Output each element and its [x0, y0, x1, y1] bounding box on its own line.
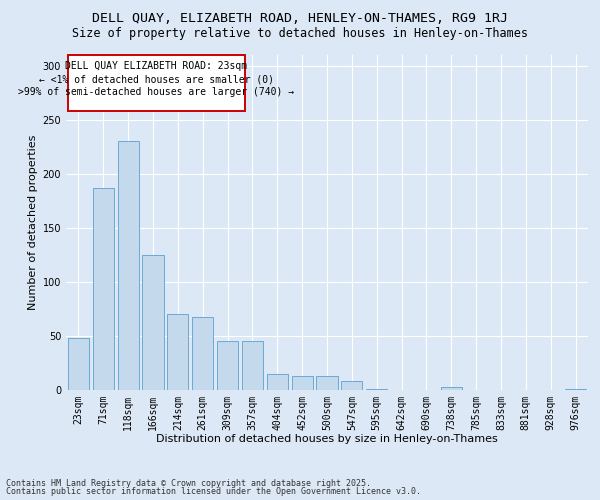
Text: Size of property relative to detached houses in Henley-on-Thames: Size of property relative to detached ho… — [72, 28, 528, 40]
Bar — [441, 387, 462, 390]
Text: DELL QUAY, ELIZABETH ROAD, HENLEY-ON-THAMES, RG9 1RJ: DELL QUAY, ELIZABETH ROAD, HENLEY-ON-THA… — [92, 12, 508, 26]
X-axis label: Distribution of detached houses by size in Henley-on-Thames: Distribution of detached houses by size … — [156, 434, 498, 444]
Bar — [267, 374, 288, 390]
Text: DELL QUAY ELIZABETH ROAD: 23sqm: DELL QUAY ELIZABETH ROAD: 23sqm — [65, 62, 248, 72]
Bar — [292, 376, 313, 390]
Bar — [93, 188, 114, 390]
Text: ← <1% of detached houses are smaller (0): ← <1% of detached houses are smaller (0) — [39, 74, 274, 85]
Bar — [142, 255, 164, 390]
Bar — [316, 376, 338, 390]
Bar — [341, 382, 362, 390]
Bar — [167, 314, 188, 390]
Bar — [118, 142, 139, 390]
FancyBboxPatch shape — [68, 55, 245, 111]
Bar — [242, 342, 263, 390]
Text: Contains HM Land Registry data © Crown copyright and database right 2025.: Contains HM Land Registry data © Crown c… — [6, 478, 371, 488]
Bar — [366, 389, 387, 390]
Bar — [565, 389, 586, 390]
Bar — [192, 316, 213, 390]
Bar — [68, 338, 89, 390]
Bar — [217, 342, 238, 390]
Text: Contains public sector information licensed under the Open Government Licence v3: Contains public sector information licen… — [6, 487, 421, 496]
Text: >99% of semi-detached houses are larger (740) →: >99% of semi-detached houses are larger … — [19, 88, 295, 98]
Y-axis label: Number of detached properties: Number of detached properties — [28, 135, 38, 310]
